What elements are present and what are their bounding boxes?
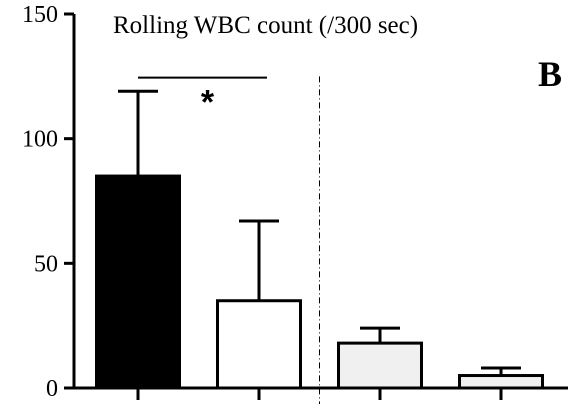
- y-tick-label-0: 0: [46, 376, 58, 402]
- bar-1: [95, 174, 181, 390]
- y-tick-label-50: 50: [34, 251, 58, 277]
- bar-2: [216, 299, 302, 390]
- plot-area: 0 50 100 150 *: [22, 2, 568, 404]
- y-tick-label-100: 100: [22, 127, 58, 153]
- bar-3: [337, 341, 423, 390]
- significance-asterisk: *: [201, 84, 215, 122]
- panel-label: B: [538, 54, 562, 94]
- chart-title: Rolling WBC count (/300 sec): [113, 12, 418, 39]
- bar-4: [458, 374, 544, 390]
- y-tick-label-150: 150: [22, 2, 58, 28]
